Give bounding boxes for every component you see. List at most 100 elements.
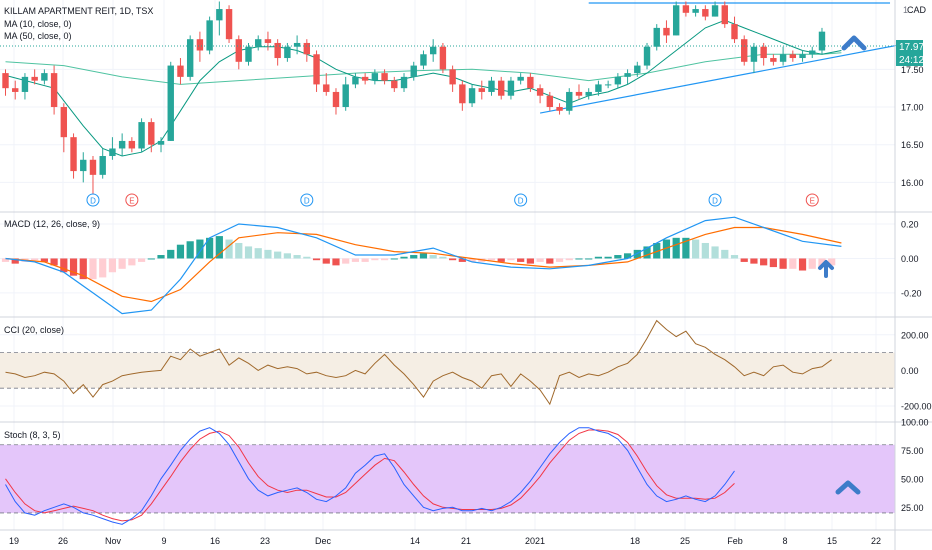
time-axis-label: Dec [315, 536, 332, 546]
macd-bar [380, 258, 389, 261]
dividend-marker[interactable]: D [86, 193, 100, 207]
macd-bar [206, 237, 214, 259]
y-axis-tick-label: 16.00 [901, 178, 924, 188]
candle [255, 35, 262, 51]
time-axis-labels[interactable]: 19 26 Nov 9 16 23 Dec 14 21 2021 18 25 Feb 8 15 22 [9, 536, 881, 546]
macd-bar [89, 258, 97, 280]
candle [342, 76, 349, 111]
candle-body [186, 39, 194, 77]
y-axis-labels[interactable]: 16.00 16.50 17.00 17.50 0.20 0.00 -0.20 200.00 0… [901, 65, 932, 513]
candle-body [799, 54, 806, 59]
candle [575, 84, 583, 100]
stoch-band-lines [0, 444, 895, 514]
candle-body [731, 24, 738, 40]
macd-bar [108, 258, 117, 273]
macd-bar [99, 258, 107, 278]
candle-body [818, 31, 826, 51]
candle-body [118, 140, 126, 149]
candle [799, 50, 806, 62]
macd-legend: MACD (12, 26, close, 9) [4, 219, 100, 229]
candle-body [245, 46, 252, 62]
candle-body [478, 88, 485, 92]
cci-pane[interactable] [0, 319, 895, 406]
candle [50, 65, 58, 115]
candle-body [12, 88, 19, 92]
candle [498, 76, 505, 100]
candle-body [157, 140, 165, 145]
currency-label[interactable]: 1 CAD [903, 5, 927, 15]
candle [449, 65, 456, 92]
time-axis-label: 19 [9, 536, 19, 546]
candle-body [517, 76, 524, 81]
dividend-marker[interactable]: D [708, 193, 722, 207]
time-axis-label: 23 [260, 536, 270, 546]
candle [128, 137, 136, 153]
candle-body [80, 159, 87, 172]
macd-bar [167, 249, 175, 259]
macd-pane[interactable] [1, 216, 842, 315]
macd-bar [264, 249, 272, 259]
candle-body [235, 39, 242, 62]
stoch-pane[interactable] [0, 427, 895, 525]
candle [410, 61, 417, 81]
macd-bar [351, 258, 360, 262]
event-marker-label: D [518, 197, 524, 206]
dividend-marker[interactable]: D [514, 193, 528, 207]
candle [293, 35, 301, 55]
candle-body [449, 69, 456, 85]
price-tag: 17.97 24:12 [896, 40, 924, 66]
candle [391, 76, 398, 92]
candle-body [770, 58, 777, 62]
macd-bar [730, 255, 739, 259]
candle [643, 42, 651, 70]
candle [186, 35, 194, 81]
macd-bar [50, 258, 58, 266]
currency-one: 1 [903, 5, 908, 15]
candle-body [527, 76, 534, 89]
earnings-marker[interactable]: E [125, 193, 139, 207]
time-axis-label: 22 [871, 536, 881, 546]
symbol-title: KILLAM APARTMENT REIT, 1D, TSX [4, 6, 153, 16]
macd-bar [361, 258, 369, 262]
candle [614, 73, 622, 89]
stoch-legend: Stoch (8, 3, 5) [4, 430, 61, 440]
macd-bar [750, 258, 758, 264]
candle-body [255, 39, 262, 47]
macd-bar [546, 258, 554, 264]
macd-bar [390, 258, 398, 260]
candle [789, 50, 797, 62]
earnings-marker[interactable]: E [805, 193, 819, 207]
candle [148, 118, 155, 153]
candle [41, 69, 48, 85]
macd-bar [623, 253, 632, 259]
time-axis-label: Feb [727, 536, 743, 546]
macd-bar [487, 258, 496, 261]
macd-bar [643, 246, 651, 259]
candle-body [206, 20, 213, 51]
candle-body [167, 65, 174, 141]
candle [672, 1, 680, 36]
macd-bar [711, 246, 719, 259]
candle-body [536, 88, 544, 96]
candle [361, 73, 369, 85]
candle [692, 5, 699, 17]
candle-body [264, 39, 272, 43]
macd-bar [11, 258, 19, 264]
candle-body [177, 65, 184, 77]
event-marker-circle [805, 193, 819, 207]
candle [604, 80, 612, 89]
y-axis-tick-label: 0.00 [901, 366, 919, 376]
candle [459, 80, 466, 111]
dividend-marker[interactable]: D [300, 193, 314, 207]
candle-body [31, 76, 38, 81]
macd-bar [274, 251, 282, 259]
event-marker-circle [300, 193, 314, 207]
price-tag-value: 17.97 [899, 42, 924, 53]
macd-line [5, 216, 842, 315]
macd-bar [449, 258, 457, 261]
up-arrow-macd [818, 260, 834, 278]
macd-bar [400, 256, 408, 259]
macd-bar [789, 258, 797, 269]
